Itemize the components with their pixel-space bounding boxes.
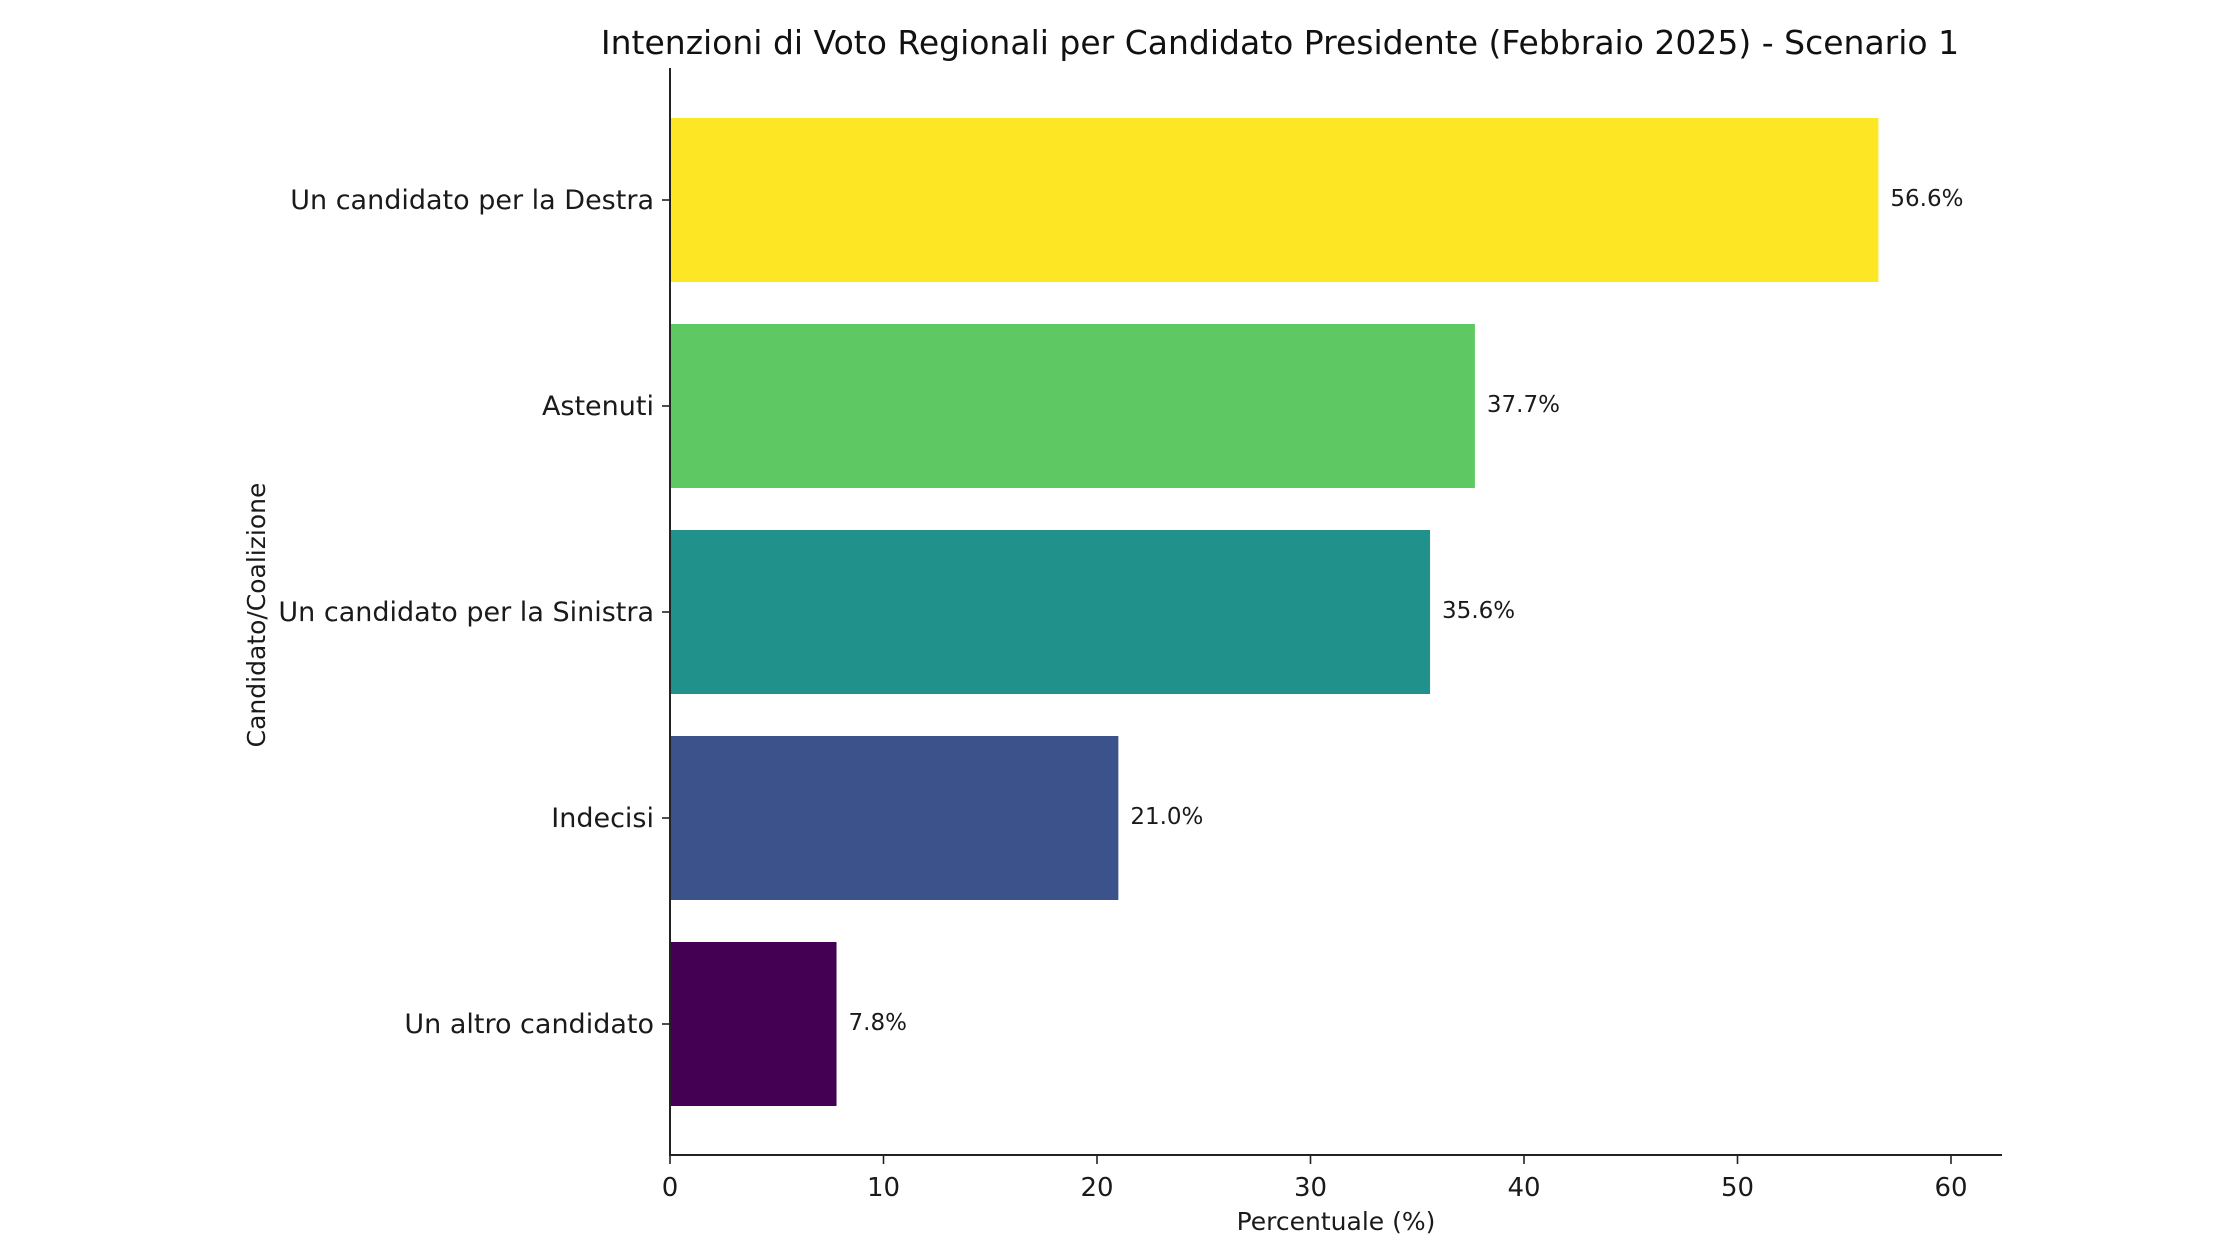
y-axis-title: Candidato/Coalizione [242,483,271,748]
x-tick-label: 0 [662,1173,679,1203]
bar-astenuti [670,324,1475,488]
bars-layer: 56.6% 37.7% 35.6% 21.0% 7.8% [670,118,1963,1106]
x-tick-label: 60 [1934,1173,1967,1203]
bar-un-candidato-per-la-sinistra [670,530,1431,694]
data-label-un-candidato-per-la-destra: 56.6% [1890,186,1963,212]
bar-indecisi [670,736,1119,900]
category-label-astenuti: Astenuti [542,391,654,422]
x-tick-label: 10 [867,1173,900,1203]
data-label-indecisi: 21.0% [1130,804,1203,830]
data-label-astenuti: 37.7% [1487,392,1560,418]
x-tick-label: 20 [1080,1173,1113,1203]
x-tick-label: 50 [1721,1173,1754,1203]
x-tick-label: 30 [1294,1173,1327,1203]
x-axis: 0 10 20 30 40 50 60 [662,1155,1968,1203]
data-label-un-altro-candidato: 7.8% [849,1010,907,1036]
x-axis-title: Percentuale (%) [1237,1207,1436,1236]
x-tick-label: 40 [1507,1173,1540,1203]
bar-un-altro-candidato [670,942,837,1106]
category-label-un-candidato-per-la-destra: Un candidato per la Destra [290,185,654,216]
chart-title: Intenzioni di Voto Regionali per Candida… [601,23,1959,62]
category-label-un-altro-candidato: Un altro candidato [404,1009,654,1040]
data-label-un-candidato-per-la-sinistra: 35.6% [1442,598,1515,624]
category-label-indecisi: Indecisi [551,803,654,834]
category-labels-layer: Un candidato per la Destra Astenuti Un can… [278,185,670,1040]
bar-un-candidato-per-la-destra [670,118,1879,282]
category-label-un-candidato-per-la-sinistra: Un candidato per la Sinistra [278,597,654,628]
